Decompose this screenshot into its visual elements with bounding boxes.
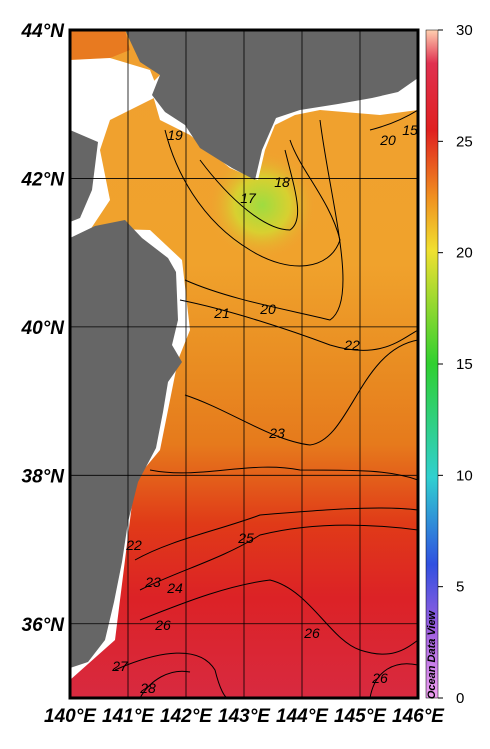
contour-label: 20 [379, 132, 396, 148]
x-tick-label: 145°E [334, 706, 387, 727]
colorbar-tick-label: 0 [456, 690, 464, 707]
contour-label: 17 [240, 190, 257, 206]
contour-label: 18 [274, 174, 290, 190]
contours [114, 109, 418, 698]
colorbar-tick-label: 5 [456, 579, 464, 596]
y-tick-label: 44°N [21, 21, 66, 42]
contour-label: 22 [343, 337, 360, 353]
x-tick-label: 143°E [218, 706, 271, 727]
contour-labels: 19 20 15 18 17 21 20 22 23 25 22 23 24 26 26 27 28 26 [111, 122, 418, 696]
land [125, 30, 418, 180]
y-tick-label: 42°N [21, 169, 66, 190]
y-tick-label: 40°N [21, 318, 66, 339]
cold-patch [207, 150, 317, 260]
contour-label: 28 [139, 680, 156, 696]
contour-line [184, 339, 418, 446]
x-tick-label: 144°E [276, 706, 329, 727]
x-tick-label: 141°E [102, 706, 155, 727]
colorbar-tick-label: 25 [456, 133, 473, 150]
contour-label: 19 [167, 127, 183, 143]
contour-label: 22 [125, 537, 142, 553]
no-data [70, 58, 160, 235]
contour-line [164, 129, 341, 267]
colorbar-tick-label: 30 [456, 22, 473, 39]
contour-label: 23 [144, 574, 161, 590]
contour-label: 20 [259, 301, 276, 317]
colorbar-tick-label: 20 [456, 245, 473, 262]
contour-line [134, 507, 418, 561]
contour-line [139, 670, 191, 698]
sea-patch [70, 30, 130, 60]
colorbar-tick-label: 15 [456, 356, 473, 373]
contour-line [139, 579, 418, 655]
contour-label: 26 [371, 670, 388, 686]
y-tick-label: 36°N [22, 615, 66, 636]
contour-label: 15 [402, 122, 418, 138]
contour-line [369, 109, 418, 131]
land [70, 220, 182, 668]
contour-label: 23 [268, 425, 285, 441]
credit: Ocean Data View [426, 609, 438, 699]
x-tick-label: 146°E [392, 706, 445, 727]
contour-line [179, 299, 418, 351]
map-frame [68, 28, 420, 700]
contour-line [114, 652, 229, 698]
contour-label: 25 [237, 530, 254, 546]
contour-label: 21 [213, 305, 230, 321]
x-tick-label: 140°E [44, 706, 97, 727]
contour-line [139, 524, 418, 591]
contour-line [369, 663, 418, 698]
contour-label: 26 [303, 625, 320, 641]
colorbar [425, 29, 439, 699]
land [70, 130, 98, 222]
contour-line [184, 119, 344, 321]
contour-line [199, 149, 299, 231]
contour-label: 24 [166, 580, 183, 596]
contour-label: 27 [111, 658, 129, 674]
colorbar-tick-label: 10 [456, 467, 473, 484]
contour-line [149, 466, 418, 481]
y-tick-label: 38°N [22, 466, 66, 487]
contour-label: 26 [154, 617, 171, 633]
x-tick-label: 142°E [160, 706, 213, 727]
